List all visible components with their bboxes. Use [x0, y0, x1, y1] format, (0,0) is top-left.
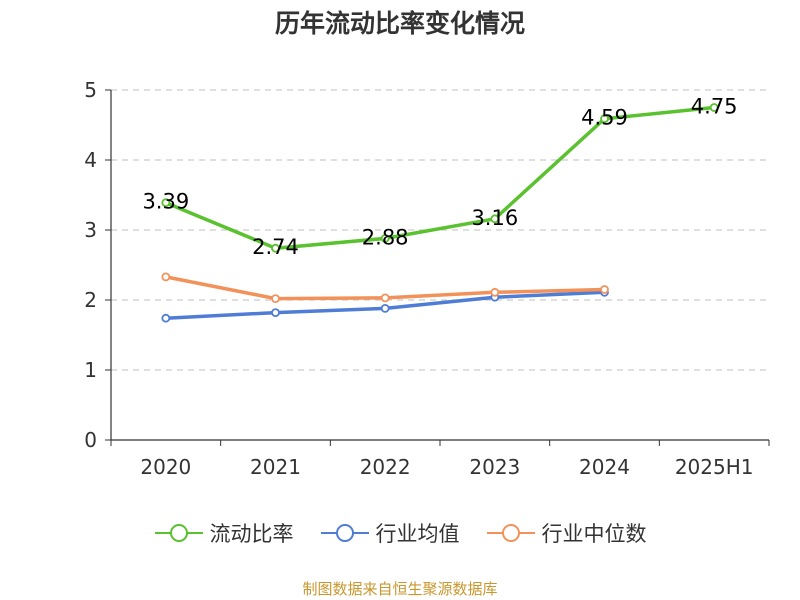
- data-label: 3.16: [471, 206, 518, 230]
- legend-swatch: [320, 524, 369, 542]
- data-point: [161, 198, 171, 208]
- legend-item[interactable]: 流动比率: [154, 518, 294, 548]
- series-lines: [161, 103, 719, 323]
- x-tick-label: 2020: [140, 455, 191, 479]
- legend-marker: [169, 524, 188, 542]
- data-point: [600, 114, 609, 124]
- data-point: [271, 243, 280, 253]
- data-label: 4.75: [691, 95, 738, 119]
- legend-label: 流动比率: [209, 522, 294, 546]
- legend-marker: [501, 524, 520, 542]
- x-tick-label: 2022: [360, 455, 411, 479]
- data-point: [380, 303, 390, 313]
- data-point: [271, 308, 280, 318]
- y-tick-label: 4: [84, 148, 97, 172]
- data-point: [161, 272, 171, 282]
- data-point: [271, 294, 280, 304]
- y-tick-label: 0: [84, 428, 97, 452]
- legend-label: 行业均值: [375, 522, 460, 546]
- legend-swatch: [154, 524, 203, 542]
- legend-swatch: [486, 524, 535, 542]
- data-label: 2.88: [362, 225, 409, 249]
- chart-title: 历年流动比率变化情况: [274, 9, 525, 38]
- data-point: [380, 233, 390, 243]
- y-tick-label: 3: [84, 218, 97, 242]
- y-tick-label: 2: [84, 288, 97, 312]
- legend: 流动比率 行业均值 行业中位数: [0, 518, 800, 548]
- legend-label: 行业中位数: [541, 522, 647, 546]
- x-tick-label: 2024: [579, 455, 630, 479]
- x-tick-label: 2021: [250, 455, 301, 479]
- legend-item[interactable]: 行业均值: [320, 518, 460, 548]
- data-label: 3.39: [142, 190, 189, 214]
- legend-item[interactable]: 行业中位数: [486, 518, 647, 548]
- data-point: [490, 287, 500, 297]
- data-point: [161, 313, 171, 323]
- data-labels: 3.39 2.74 2.88 3.16 4.59 4.75: [142, 95, 737, 260]
- legend-marker: [335, 524, 354, 542]
- axes: 0 1 2 3 4 5 2020 2021 2022 2023 2024 2025H1: [84, 78, 770, 479]
- series-line-0: [164, 105, 716, 250]
- x-tick-label: 2023: [469, 455, 520, 479]
- y-tick-label: 1: [84, 358, 97, 382]
- data-point: [490, 214, 500, 224]
- x-tick-label: 2025H1: [675, 455, 754, 479]
- source-note: 制图数据来自恒生聚源数据库: [302, 580, 498, 598]
- y-tick-label: 5: [84, 78, 97, 102]
- data-point: [380, 293, 390, 303]
- data-point: [600, 285, 609, 294]
- data-point: [709, 103, 719, 112]
- data-label: 2.74: [252, 235, 299, 259]
- data-label: 4.59: [581, 106, 628, 130]
